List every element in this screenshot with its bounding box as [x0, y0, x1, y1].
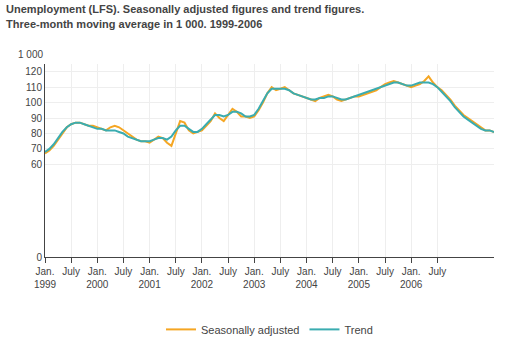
svg-text:70: 70 — [31, 143, 43, 154]
svg-text:Seasonally adjusted: Seasonally adjusted — [201, 324, 299, 336]
svg-text:Unemployment (LFS). Seasonally: Unemployment (LFS). Seasonally adjusted … — [6, 3, 364, 29]
svg-text:July: July — [428, 266, 446, 277]
svg-text:Jan.2004: Jan.2004 — [295, 266, 318, 290]
svg-text:Jan.1999: Jan.1999 — [34, 266, 57, 290]
svg-text:0: 0 — [36, 252, 42, 263]
svg-text:July: July — [115, 266, 133, 277]
svg-text:Jan.2002: Jan.2002 — [191, 266, 214, 290]
svg-text:60: 60 — [31, 159, 43, 170]
svg-text:Trend: Trend — [344, 324, 372, 336]
svg-text:July: July — [272, 266, 290, 277]
svg-text:100: 100 — [25, 97, 42, 108]
svg-text:July: July — [219, 266, 237, 277]
svg-text:120: 120 — [25, 66, 42, 77]
svg-text:90: 90 — [31, 113, 43, 124]
svg-text:July: July — [62, 266, 80, 277]
svg-text:July: July — [167, 266, 185, 277]
svg-text:Jan.2001: Jan.2001 — [138, 266, 161, 290]
svg-text:1 000: 1 000 — [18, 49, 43, 60]
svg-text:July: July — [324, 266, 342, 277]
svg-text:110: 110 — [26, 82, 42, 93]
svg-text:Jan.2003: Jan.2003 — [243, 266, 266, 290]
svg-text:July: July — [376, 266, 394, 277]
svg-text:80: 80 — [31, 128, 43, 139]
svg-text:Jan.2005: Jan.2005 — [348, 266, 371, 290]
svg-text:Jan.2006: Jan.2006 — [400, 266, 423, 290]
svg-text:Jan.2000: Jan.2000 — [86, 266, 109, 290]
